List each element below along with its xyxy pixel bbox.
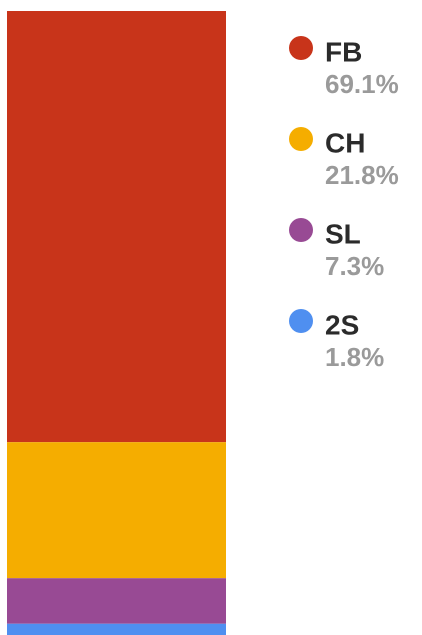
legend-marker [289,127,313,151]
legend-marker [289,36,313,60]
legend-name: CH [325,127,365,158]
bar-segment [7,623,226,635]
legend-value: 1.8% [325,342,384,372]
bar-segment [7,442,226,579]
legend-value: 21.8% [325,160,399,190]
legend-marker [289,309,313,333]
legend-name: SL [325,218,361,249]
legend-name: 2S [325,309,359,340]
bar-segment [7,578,226,624]
legend-value: 7.3% [325,251,384,281]
bar-segment [7,11,226,443]
legend-value: 69.1% [325,69,399,99]
legend-marker [289,218,313,242]
legend-name: FB [325,36,362,67]
